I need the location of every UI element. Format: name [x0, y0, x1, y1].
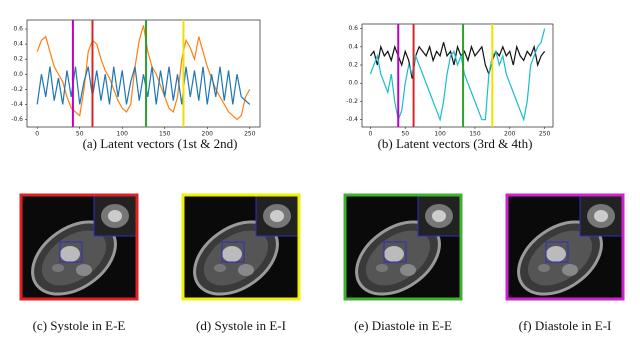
y-tick-label: -0.4: [11, 101, 23, 108]
x-tick-label: 0: [35, 131, 39, 138]
y-tick-label: -0.4: [346, 116, 358, 123]
image-panel: [341, 193, 463, 311]
x-tick-label: 50: [76, 131, 84, 138]
x-tick-label: 200: [504, 131, 516, 138]
caption: (c) Systole in E-E: [33, 318, 126, 333]
y-tick-label: -0.2: [11, 86, 23, 93]
y-tick-label: 0.2: [348, 62, 358, 69]
y-tick-label: -0.6: [11, 116, 23, 123]
caption: (b) Latent vectors (3rd & 4th): [378, 136, 533, 151]
y-tick-label: -0.2: [346, 98, 358, 105]
panel-frame: [505, 193, 625, 301]
panel-frame: [181, 193, 301, 301]
x-tick-label: 150: [159, 131, 171, 138]
x-tick-label: 50: [401, 131, 409, 138]
x-tick-label: 150: [469, 131, 481, 138]
y-tick-label: 0.6: [348, 25, 358, 32]
panel-frame: [343, 193, 463, 301]
y-tick-label: 0.0: [13, 71, 23, 78]
series-line: [36, 25, 251, 121]
y-tick-label: 0.0: [348, 80, 358, 87]
plot-frame: [26, 19, 261, 128]
x-tick-label: 0: [368, 131, 372, 138]
series-line: [369, 42, 546, 79]
mri-image: [503, 194, 624, 311]
caption: (a) Latent vectors (1st & 2nd): [83, 136, 238, 151]
x-tick-label: 250: [539, 131, 551, 138]
x-tick-label: 100: [117, 131, 129, 138]
image-panel: [503, 193, 625, 311]
y-tick-label: 0.4: [13, 41, 23, 48]
panel-frame: [19, 193, 139, 301]
image-panel: [179, 193, 301, 311]
caption: (d) Systole in E-I: [196, 318, 286, 333]
caption: (f) Diastole in E-I: [519, 318, 612, 333]
series-line: [369, 28, 546, 122]
series-line: [36, 66, 251, 105]
y-tick-label: 0.6: [13, 26, 23, 33]
x-tick-label: 200: [202, 131, 214, 138]
caption: (e) Diastole in E-E: [354, 318, 452, 333]
x-tick-label: 100: [434, 131, 446, 138]
mri-image: [179, 194, 300, 311]
mri-image: [341, 194, 462, 311]
y-tick-label: 0.4: [348, 43, 358, 50]
y-tick-label: 0.2: [13, 56, 23, 63]
image-panel: [17, 193, 139, 311]
plot-frame: [361, 23, 554, 128]
x-tick-label: 250: [244, 131, 256, 138]
mri-image: [17, 194, 138, 311]
